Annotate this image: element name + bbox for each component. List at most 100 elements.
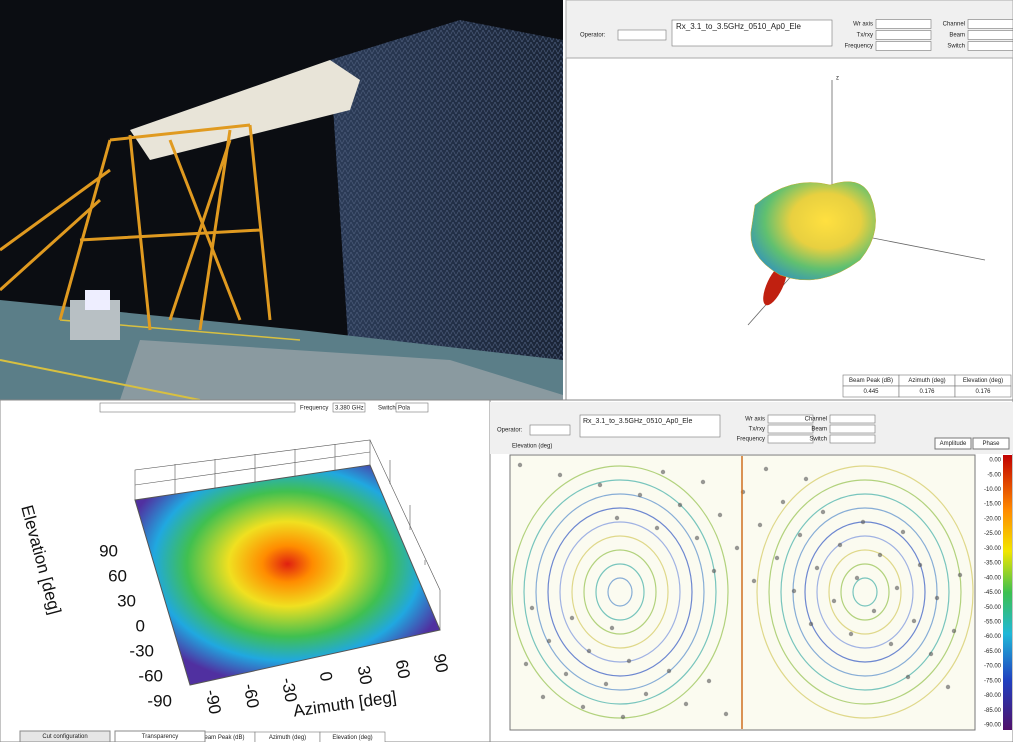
- arrow-marker: [610, 626, 614, 630]
- table-value: 0.176: [975, 389, 991, 395]
- arrow-marker: [935, 596, 939, 600]
- colorbar-tick-label: -30.00: [984, 546, 1002, 552]
- arrow-marker: [946, 685, 950, 689]
- arrow-marker: [952, 629, 956, 633]
- colorbar-tick-label: -15.00: [984, 502, 1002, 508]
- y-tick-label: 0: [136, 616, 145, 635]
- arrow-marker: [661, 470, 665, 474]
- arrow-marker: [798, 533, 802, 537]
- y-tick-label: -90: [147, 691, 172, 710]
- file-name: Rx_3.1_to_3.5GHz_0510_Ap0_Ele: [676, 22, 802, 31]
- arrow-marker: [718, 513, 722, 517]
- field-box: [876, 31, 931, 40]
- arrow-marker: [678, 503, 682, 507]
- y-tick-label: -30: [129, 641, 154, 660]
- mode-label[interactable]: Phase: [982, 441, 1000, 447]
- colorbar: [1003, 455, 1012, 730]
- colorbar-tick-label: -40.00: [984, 575, 1002, 581]
- result-table: Beam Peak (dB)0.445Azimuth (deg)0.176Ele…: [843, 375, 1011, 397]
- field-label: Switch: [809, 437, 827, 443]
- field-box: [968, 20, 1013, 29]
- colorbar-tick-label: -25.00: [984, 531, 1002, 537]
- operator-label: Operator:: [580, 33, 606, 39]
- arrow-marker: [901, 530, 905, 534]
- field-label: Beam: [811, 427, 827, 433]
- y-tick-label: 30: [117, 591, 136, 610]
- arrow-marker: [547, 639, 551, 643]
- field-label: Channel: [943, 22, 965, 28]
- arrow-marker: [655, 526, 659, 530]
- screenshot: Operator: Rx_3.1_to_3.5GHz_0510_Ap0_Ele …: [0, 0, 1013, 742]
- mode-label[interactable]: Amplitude: [940, 441, 967, 447]
- arrow-marker: [701, 480, 705, 484]
- colorbar-tick-label: -20.00: [984, 516, 1002, 522]
- table-value: 0.176: [919, 389, 935, 395]
- axis-label: z: [836, 76, 839, 82]
- arrow-marker: [889, 642, 893, 646]
- field-box: [530, 425, 570, 435]
- arrow-marker: [712, 569, 716, 573]
- arrow-marker: [558, 473, 562, 477]
- colorbar-tick-label: -10.00: [984, 487, 1002, 493]
- field-label: Tx/rxy: [857, 33, 873, 39]
- arrow-marker: [530, 606, 534, 610]
- colorbar-tick-label: -50.00: [984, 605, 1002, 611]
- operator-label: Operator:: [497, 428, 523, 434]
- table-value: 0.445: [863, 389, 879, 395]
- arrow-marker: [621, 715, 625, 719]
- arrow-marker: [929, 652, 933, 656]
- arrow-marker: [581, 705, 585, 709]
- arrow-marker: [564, 672, 568, 676]
- colorbar-tick-label: -70.00: [984, 664, 1002, 670]
- arrow-marker: [895, 586, 899, 590]
- arrow-marker: [906, 675, 910, 679]
- tab-label[interactable]: Cut configuration: [42, 734, 87, 740]
- arrow-marker: [518, 463, 522, 467]
- arrow-marker: [604, 682, 608, 686]
- field-label: Tx/rxy: [749, 427, 765, 433]
- strip-text: Pola: [398, 406, 411, 412]
- arrow-marker: [684, 702, 688, 706]
- field-label: Beam: [949, 33, 965, 39]
- field-label: Frequency: [845, 44, 873, 50]
- strip-text: Switch: [378, 406, 396, 412]
- colorbar-tick-label: -90.00: [984, 723, 1002, 729]
- field-box: [768, 435, 813, 443]
- field-label: Frequency: [737, 437, 765, 443]
- arrow-marker: [570, 616, 574, 620]
- arrow-marker: [855, 576, 859, 580]
- y-tick-label: -60: [138, 666, 163, 685]
- field-box: [830, 435, 875, 443]
- arrow-marker: [775, 556, 779, 560]
- table-header: Beam Peak (dB): [849, 378, 893, 384]
- tab-label[interactable]: Transparency: [142, 734, 178, 740]
- arrow-marker: [707, 679, 711, 683]
- arrow-marker: [821, 510, 825, 514]
- arrow-marker: [912, 619, 916, 623]
- colorbar-tick-label: -75.00: [984, 678, 1002, 684]
- arrow-marker: [724, 712, 728, 716]
- arrow-marker: [838, 543, 842, 547]
- arrow-marker: [832, 599, 836, 603]
- arrow-marker: [872, 609, 876, 613]
- chamber-photo: [0, 0, 563, 400]
- table-header: Azimuth (deg): [269, 735, 306, 741]
- arrow-marker: [735, 546, 739, 550]
- strip-box: [100, 403, 295, 412]
- file-name: Rx_3.1_to_3.5GHz_0510_Ap0_Ele: [583, 418, 692, 425]
- colorbar-tick-label: -60.00: [984, 634, 1002, 640]
- shape: [330, 20, 563, 390]
- field-label: Channel: [805, 417, 827, 423]
- arrow-marker: [804, 477, 808, 481]
- arrow-marker: [861, 520, 865, 524]
- x-tick-label: 30: [354, 664, 376, 686]
- arrow-marker: [781, 500, 785, 504]
- field-label: Wr axis: [853, 22, 873, 28]
- field-list: Wr axis Tx/rxy Frequency Channel Beam Switch: [845, 20, 1013, 51]
- field-box: [830, 425, 875, 433]
- arrow-marker: [849, 632, 853, 636]
- arrow-marker: [918, 563, 922, 567]
- arrow-marker: [524, 662, 528, 666]
- arrow-marker: [615, 516, 619, 520]
- field-label: Switch: [947, 44, 965, 50]
